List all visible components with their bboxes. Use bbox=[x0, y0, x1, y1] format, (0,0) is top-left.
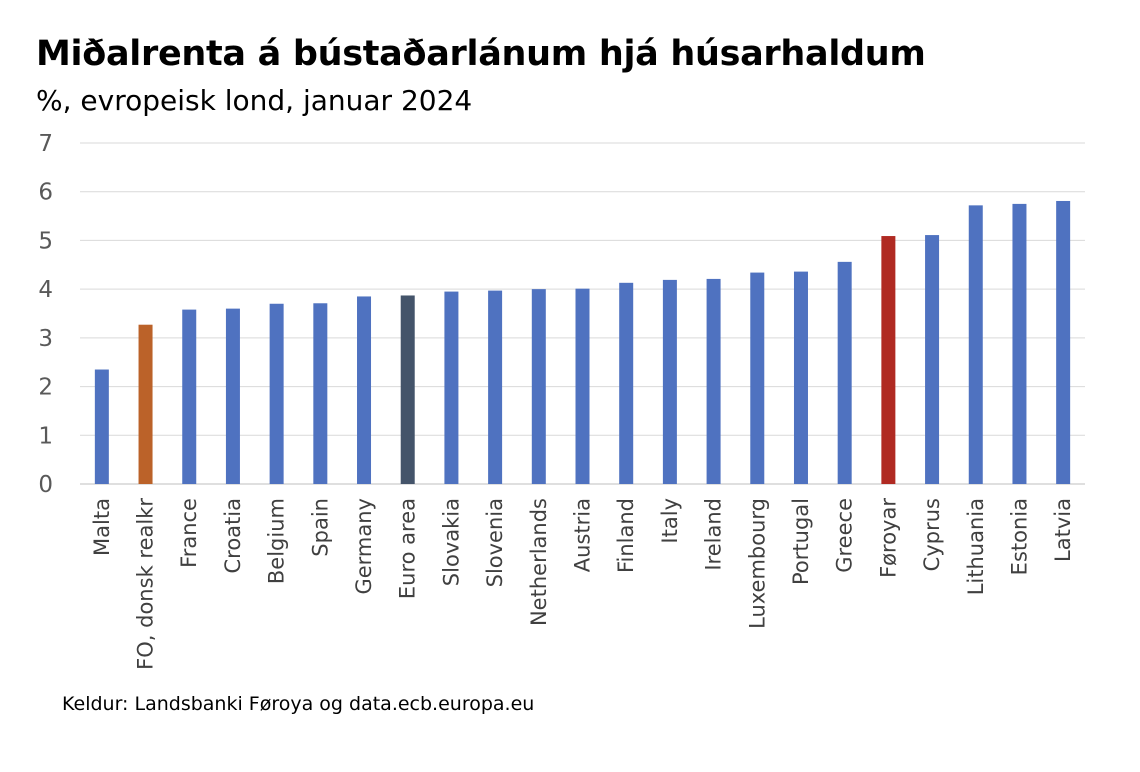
bar-luxembourg bbox=[750, 272, 765, 484]
x-category-label: Finland bbox=[614, 498, 638, 573]
y-tick-label: 1 bbox=[38, 423, 53, 449]
x-category-label: Netherlands bbox=[527, 498, 551, 626]
y-tick-label: 0 bbox=[38, 472, 53, 498]
x-category-label: Malta bbox=[90, 498, 114, 556]
x-category-label: Ireland bbox=[702, 498, 726, 571]
x-axis-labels: Malta FO, donsk realkr France Croatia Belgiu… bbox=[90, 498, 1075, 670]
bar-latvia bbox=[1056, 200, 1071, 484]
x-category-label: Føroyar bbox=[876, 498, 900, 578]
y-tick-label: 4 bbox=[38, 277, 53, 303]
y-tick-label: 7 bbox=[38, 131, 53, 157]
x-category-label: Greece bbox=[833, 498, 857, 573]
y-tick-label: 2 bbox=[38, 375, 53, 401]
x-category-label: Slovakia bbox=[439, 498, 463, 586]
bar-slovakia bbox=[444, 291, 459, 484]
bar-cyprus bbox=[925, 235, 940, 484]
x-category-label: Italy bbox=[658, 498, 682, 544]
source-note: Keldur: Landsbanki Føroya og data.ecb.eu… bbox=[62, 693, 535, 715]
bar-ireland bbox=[706, 278, 721, 484]
bar-belgium bbox=[269, 303, 284, 484]
bar-estonia bbox=[1012, 203, 1027, 484]
bar-croatia bbox=[225, 308, 240, 484]
y-tick-label: 5 bbox=[38, 228, 53, 254]
x-category-label: Germany bbox=[352, 498, 376, 595]
x-category-label: Euro area bbox=[396, 498, 420, 599]
bar-italy bbox=[662, 279, 677, 484]
bar-euro-area bbox=[400, 295, 415, 484]
x-category-label: FO, donsk realkr bbox=[134, 498, 158, 670]
x-category-label: Austria bbox=[571, 498, 595, 572]
x-category-label: Spain bbox=[308, 498, 332, 557]
x-category-label: Cyprus bbox=[920, 498, 944, 571]
x-category-label: Luxembourg bbox=[745, 498, 769, 629]
bar-føroyar bbox=[881, 236, 896, 484]
chart-title: Miðalrenta á bústaðarlánum hjá húsarhald… bbox=[36, 34, 926, 74]
bar-fo-donsk-realkr bbox=[138, 324, 153, 484]
bar-spain bbox=[313, 303, 328, 484]
bar-lithuania bbox=[968, 205, 983, 484]
x-category-label: Estonia bbox=[1007, 498, 1031, 575]
bar-portugal bbox=[793, 271, 808, 484]
x-category-label: Croatia bbox=[221, 498, 245, 574]
bar-malta bbox=[94, 369, 109, 484]
bars bbox=[94, 200, 1071, 484]
x-category-label: Slovenia bbox=[483, 498, 507, 587]
x-category-label: Belgium bbox=[265, 498, 289, 584]
bar-greece bbox=[837, 261, 852, 484]
bar-france bbox=[182, 309, 197, 484]
y-tick-label: 6 bbox=[38, 180, 53, 206]
x-category-label: Portugal bbox=[789, 498, 813, 585]
bar-austria bbox=[575, 288, 590, 484]
chart-subtitle: %, evropeisk lond, januar 2024 bbox=[36, 84, 473, 117]
bar-netherlands bbox=[531, 289, 546, 484]
bar-finland bbox=[619, 282, 634, 484]
x-category-label: France bbox=[177, 498, 201, 568]
y-axis-ticks: 0 1 2 3 4 5 6 7 bbox=[38, 131, 53, 498]
bar-slovenia bbox=[488, 290, 503, 484]
x-category-label: Latvia bbox=[1051, 498, 1075, 562]
bar-germany bbox=[357, 296, 372, 484]
y-tick-label: 3 bbox=[38, 326, 53, 352]
x-category-label: Lithuania bbox=[964, 498, 988, 595]
